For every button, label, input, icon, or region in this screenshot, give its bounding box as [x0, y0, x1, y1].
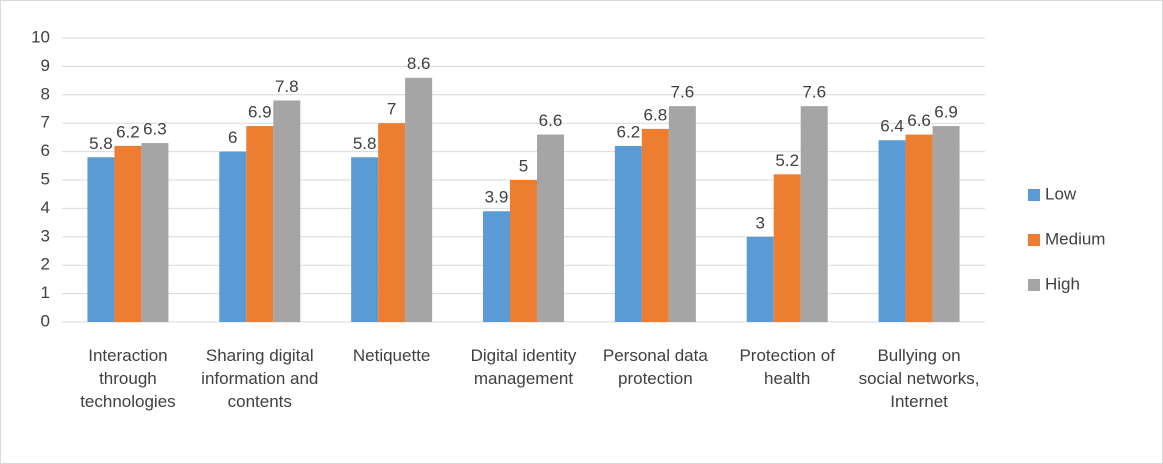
- bar: [746, 236, 774, 322]
- legend-label: Low: [1045, 184, 1077, 203]
- bar: [614, 145, 642, 322]
- x-tick-label: Digital identity management: [470, 346, 577, 388]
- data-label: 8.6: [407, 54, 431, 73]
- legend-label: High: [1045, 274, 1080, 293]
- data-label: 5.8: [353, 134, 377, 153]
- data-label: 3.9: [485, 188, 509, 207]
- data-label: 7.6: [802, 83, 826, 102]
- y-tick-label: 0: [41, 311, 50, 330]
- x-tick-label: Bullying on social networks, Internet: [858, 346, 980, 411]
- bar: [641, 128, 669, 322]
- legend-swatch: [1028, 279, 1040, 291]
- data-label: 6.6: [907, 111, 931, 130]
- data-label: 6.2: [116, 122, 140, 141]
- data-label: 6.6: [539, 111, 563, 130]
- bar: [273, 100, 301, 322]
- data-label: 6.9: [248, 103, 272, 122]
- bar: [483, 211, 510, 322]
- bar: [219, 151, 247, 322]
- bar: [351, 157, 379, 322]
- data-label: 5.8: [89, 134, 113, 153]
- y-tick-label: 10: [31, 27, 50, 46]
- y-tick-label: 4: [41, 198, 50, 217]
- y-tick-label: 8: [41, 84, 50, 103]
- x-tick-label: Interaction through technologies: [80, 346, 176, 411]
- data-label: 7.6: [671, 83, 695, 102]
- data-label: 6.4: [880, 117, 904, 136]
- x-tick-label: Sharing digital information and contents: [201, 346, 319, 411]
- bar: [878, 140, 906, 322]
- legend-swatch: [1028, 189, 1040, 201]
- data-label: 6: [228, 128, 237, 147]
- x-tick-label: Personal data protection: [602, 346, 708, 388]
- bar: [378, 123, 406, 322]
- bar: [510, 180, 537, 322]
- legend-label: Medium: [1045, 229, 1105, 248]
- bar: [405, 77, 433, 322]
- data-label: 7: [387, 100, 396, 119]
- bar: [87, 157, 115, 322]
- y-tick-label: 6: [41, 141, 50, 160]
- data-label: 5: [519, 156, 528, 175]
- data-label: 6.9: [934, 103, 958, 122]
- x-tick-label: Protection of health: [739, 346, 835, 388]
- data-label: 6.2: [617, 122, 641, 141]
- bar: [932, 126, 960, 322]
- data-label: 5.2: [775, 151, 799, 170]
- x-tick-label: Netiquette: [352, 346, 431, 365]
- bar: [905, 134, 933, 322]
- data-label: 6.3: [143, 120, 167, 139]
- legend-swatch: [1028, 234, 1040, 246]
- bar: [114, 145, 142, 322]
- y-tick-label: 1: [41, 283, 50, 302]
- y-tick-label: 9: [41, 56, 50, 75]
- bar: [246, 126, 274, 322]
- bar: [141, 143, 169, 322]
- data-label: 7.8: [275, 77, 299, 96]
- bar: [773, 174, 801, 322]
- bar: [800, 106, 828, 322]
- y-tick-label: 7: [41, 113, 50, 132]
- bar: [537, 134, 564, 322]
- y-tick-label: 3: [41, 226, 50, 245]
- y-tick-label: 2: [41, 255, 50, 274]
- data-label: 3: [755, 213, 764, 232]
- y-tick-label: 5: [41, 169, 50, 188]
- bar: [668, 106, 696, 322]
- data-label: 6.8: [644, 105, 668, 124]
